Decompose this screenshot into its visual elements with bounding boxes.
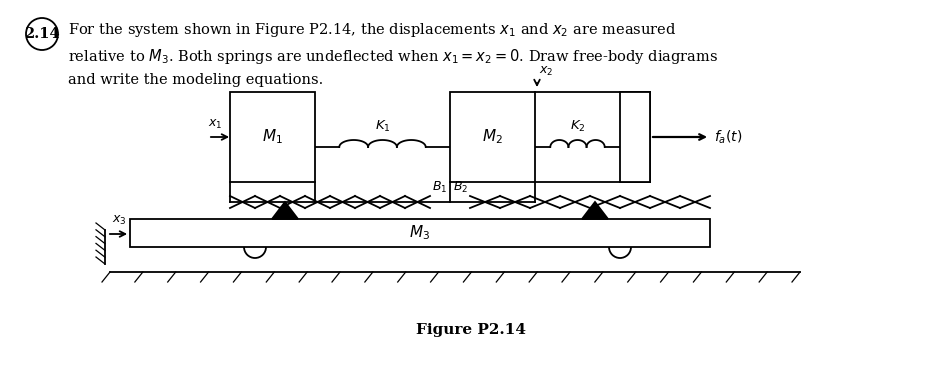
- Text: $f_a(t)$: $f_a(t)$: [714, 128, 742, 146]
- Text: $B_2$: $B_2$: [453, 180, 468, 195]
- Text: $x_3$: $x_3$: [112, 214, 126, 227]
- Text: 2.14: 2.14: [24, 27, 59, 41]
- Text: $M_1$: $M_1$: [262, 128, 283, 146]
- Polygon shape: [272, 202, 298, 219]
- Bar: [450, 92, 535, 182]
- Text: For the system shown in Figure P2.14, the displacements $x_1$ and $x_2$ are meas: For the system shown in Figure P2.14, th…: [68, 21, 719, 87]
- Text: $x_2$: $x_2$: [539, 65, 553, 78]
- Text: $K_1$: $K_1$: [375, 119, 390, 134]
- Text: $M_2$: $M_2$: [482, 128, 503, 146]
- Text: Figure P2.14: Figure P2.14: [416, 323, 526, 337]
- Circle shape: [609, 236, 631, 258]
- Text: $B_1$: $B_1$: [432, 180, 447, 195]
- Text: $M_3$: $M_3$: [410, 224, 430, 242]
- Bar: [620, 92, 650, 182]
- Text: $x_1$: $x_1$: [208, 118, 222, 131]
- Circle shape: [26, 18, 58, 50]
- Bar: [230, 92, 315, 182]
- Circle shape: [244, 236, 266, 258]
- Bar: [130, 219, 710, 247]
- Polygon shape: [582, 202, 608, 219]
- Text: $K_2$: $K_2$: [570, 119, 585, 134]
